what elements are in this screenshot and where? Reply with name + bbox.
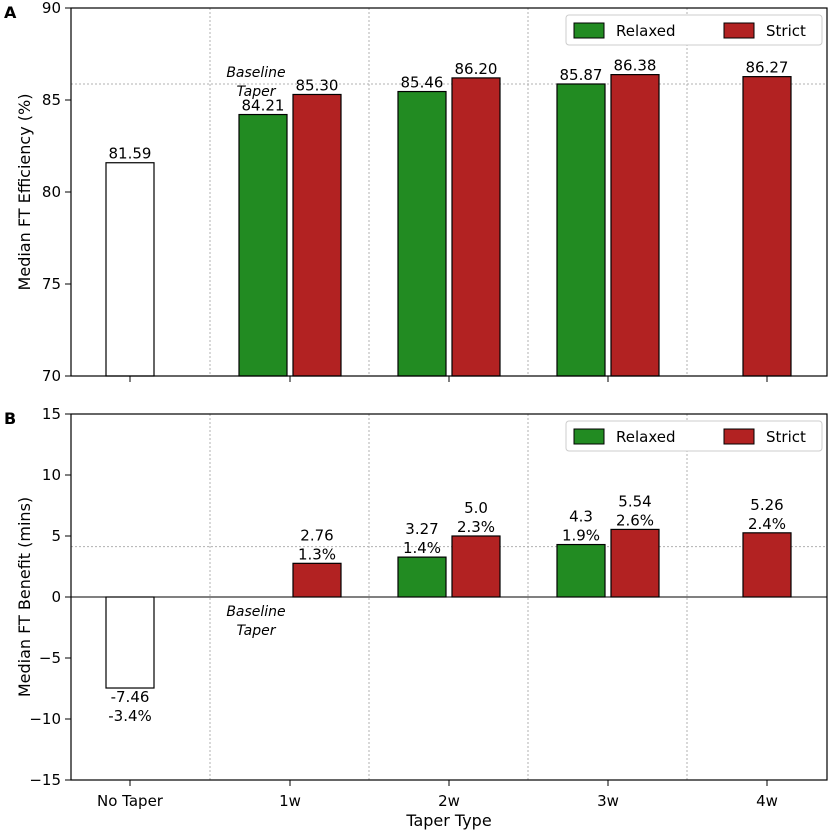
bar-strict-4w — [742, 76, 792, 377]
y-tick-label: 80 — [42, 183, 61, 201]
x-tick-label: 3w — [597, 792, 619, 810]
bar-no-taper-no-taper — [105, 162, 155, 377]
bar-data-label: 4.3 — [569, 508, 593, 526]
bar-data-label: 5.54 — [618, 492, 651, 510]
bar-strict-3w — [610, 74, 660, 377]
y-tick-label: 0 — [51, 588, 61, 606]
legend-box — [565, 14, 823, 46]
y-tick-label: 5 — [51, 527, 61, 545]
y-tick-label: 70 — [42, 367, 61, 385]
bar-relaxed-3w — [556, 83, 606, 377]
y-tick-label: 15 — [42, 405, 61, 423]
bar-data-label: -7.46 — [111, 688, 150, 706]
legend-swatch-strict — [723, 22, 755, 39]
bar-data-label: 5.26 — [750, 496, 783, 514]
bar-data-label: 81.59 — [109, 145, 152, 163]
bar-data-label: 85.87 — [560, 66, 603, 84]
bar-data-label: -3.4% — [108, 707, 152, 725]
legend-box — [565, 420, 823, 452]
bar-relaxed-2w — [397, 556, 447, 598]
bar-strict-2w — [451, 535, 501, 598]
plot-frame — [70, 7, 828, 377]
bar-strict-1w — [292, 93, 342, 377]
panel-a — [65, 7, 828, 382]
bar-strict-1w — [292, 562, 342, 598]
x-tick-label: 1w — [279, 792, 301, 810]
y-tick-label: −15 — [29, 771, 61, 789]
annotation-line: Taper — [237, 84, 277, 100]
bar-data-label: 5.0 — [464, 499, 488, 517]
bar-data-label: 2.3% — [457, 518, 495, 536]
y-tick-label: 85 — [42, 91, 61, 109]
bar-data-label: 86.38 — [614, 57, 657, 75]
legend-swatch-relaxed — [573, 22, 605, 39]
y-tick-label: 75 — [42, 275, 61, 293]
bar-strict-3w — [610, 528, 660, 598]
bar-relaxed-3w — [556, 543, 606, 598]
bar-strict-2w — [451, 77, 501, 377]
bar-data-label: 1.3% — [298, 545, 336, 563]
bar-strict-4w — [742, 532, 792, 598]
bar-data-label: 86.27 — [746, 59, 789, 77]
legend-label-strict: Strict — [766, 428, 806, 446]
bar-data-label: 84.21 — [242, 97, 285, 115]
bar-relaxed-2w — [397, 90, 447, 377]
bar-data-label: 2.4% — [748, 515, 786, 533]
bar-data-label: 85.30 — [296, 76, 339, 94]
x-tick-label: 4w — [756, 792, 778, 810]
y-axis-title: Median FT Efficiency (%) — [15, 94, 34, 291]
bar-data-label: 1.4% — [403, 539, 441, 557]
legend-label-relaxed: Relaxed — [616, 22, 676, 40]
bar-relaxed-1w — [238, 113, 288, 377]
panel-b — [65, 413, 828, 786]
y-tick-label: −5 — [39, 649, 61, 667]
legend-swatch-relaxed — [573, 428, 605, 445]
y-axis-title: Median FT Benefit (mins) — [15, 497, 34, 697]
y-tick-label: −10 — [29, 710, 61, 728]
x-tick-label: No Taper — [97, 792, 164, 810]
legend — [565, 14, 823, 46]
bar-data-label: 1.9% — [562, 527, 600, 545]
annotation-line: Baseline — [226, 65, 285, 81]
bar-data-label: 86.20 — [455, 60, 498, 78]
annotation-line: Taper — [237, 623, 277, 639]
y-tick-label: 90 — [42, 0, 61, 17]
bar-data-label: 85.46 — [401, 74, 444, 92]
bar-data-label: 2.76 — [300, 526, 333, 544]
panel-letter: A — [4, 3, 17, 22]
y-tick-label: 10 — [42, 466, 61, 484]
legend-label-strict: Strict — [766, 22, 806, 40]
bar-data-label: 3.27 — [405, 520, 438, 538]
annotation-line: Baseline — [226, 604, 285, 620]
legend — [565, 420, 823, 452]
panel-letter: B — [4, 409, 16, 428]
legend-label-relaxed: Relaxed — [616, 428, 676, 446]
bar-data-label: 2.6% — [616, 511, 654, 529]
x-tick-label: 2w — [438, 792, 460, 810]
legend-swatch-strict — [723, 428, 755, 445]
x-axis-title: Taper Type — [405, 811, 491, 830]
bar-no-taper-no-taper — [105, 596, 155, 689]
